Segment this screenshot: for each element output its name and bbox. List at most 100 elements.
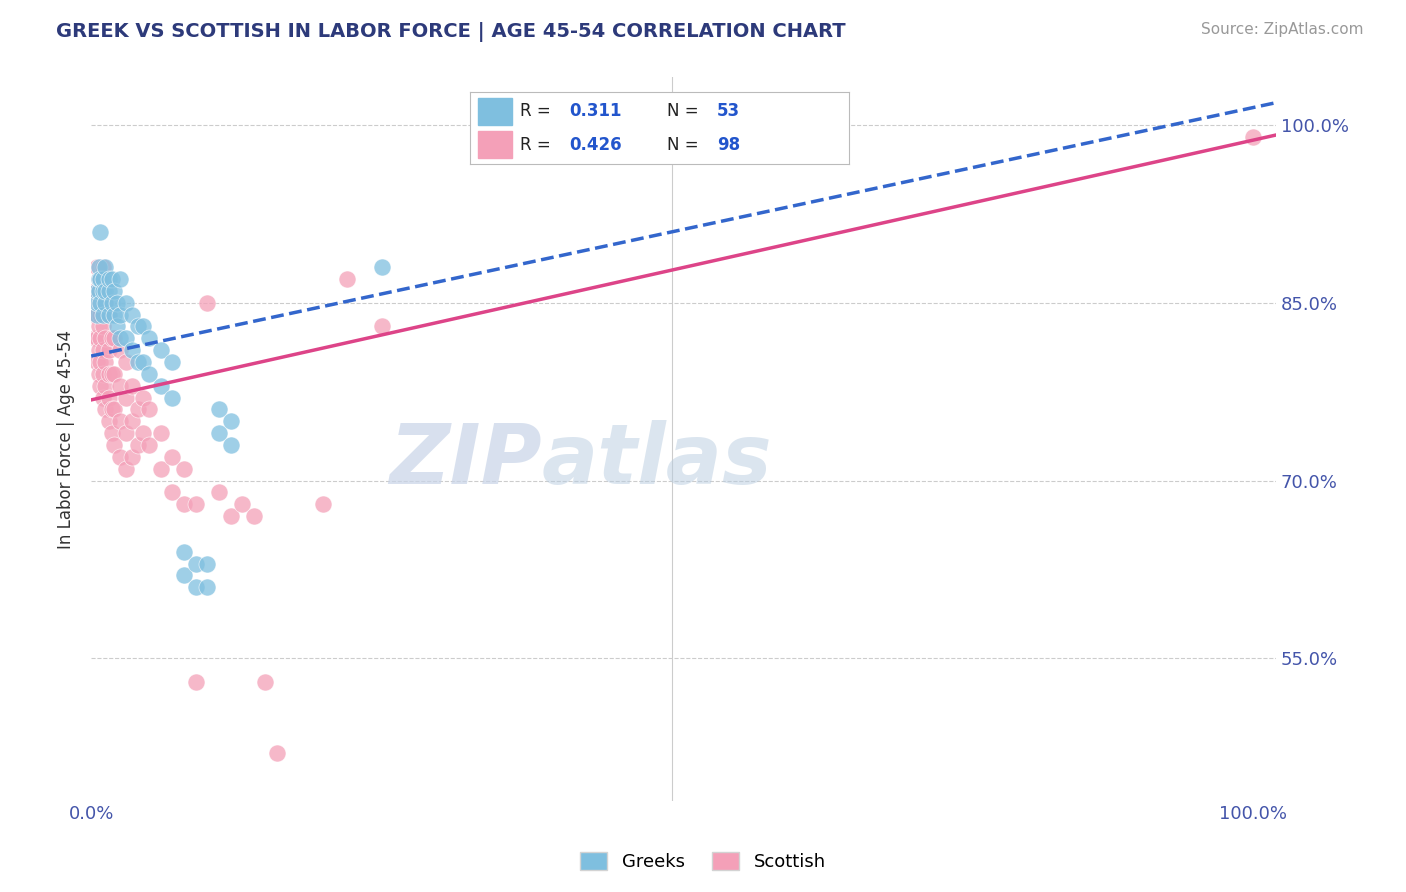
Point [127,402,149,417]
Point [83,331,105,345]
Point [97,284,120,298]
Point [242,509,264,524]
Point [127,438,149,452]
Point [89,272,111,286]
Point [219,509,242,524]
Point [94,284,117,298]
Point [94,331,117,345]
Point [101,331,124,345]
Legend: Greeks, Scottish: Greeks, Scottish [574,845,832,879]
Point [115,391,138,405]
Point [86,295,108,310]
Point [115,426,138,441]
Point [89,295,111,310]
Point [94,295,117,310]
Point [103,367,125,381]
Point [89,378,111,392]
Point [89,331,111,345]
Point [89,367,111,381]
Point [138,367,160,381]
Point [89,284,111,298]
Point [149,343,172,358]
Point [89,355,111,369]
Point [94,402,117,417]
Text: Source: ZipAtlas.com: Source: ZipAtlas.com [1201,22,1364,37]
Point [91,319,114,334]
Point [89,308,111,322]
Point [219,414,242,428]
Point [101,272,124,286]
Point [89,343,111,358]
Point [219,438,242,452]
Point [86,331,108,345]
Point [370,319,392,334]
Point [208,402,231,417]
Point [105,319,128,334]
Point [108,414,131,428]
Point [173,568,195,582]
Point [91,391,114,405]
Point [184,675,207,690]
Point [208,485,231,500]
Point [184,557,207,571]
Point [89,225,111,239]
Point [86,355,108,369]
Point [370,260,392,274]
Point [103,438,125,452]
Point [195,580,218,594]
Point [97,414,120,428]
Point [89,319,111,334]
Point [86,284,108,298]
Point [195,295,218,310]
Point [336,272,359,286]
Point [94,295,117,310]
Point [149,461,172,475]
Point [91,295,114,310]
Point [121,414,143,428]
Point [97,308,120,322]
Point [138,402,160,417]
Point [1241,129,1264,144]
Point [138,331,160,345]
Point [103,308,125,322]
Point [108,378,131,392]
Point [162,485,184,500]
Point [89,272,111,286]
Point [115,461,138,475]
Point [231,497,253,511]
Point [97,343,120,358]
Point [266,746,288,760]
Point [101,367,124,381]
Point [121,343,143,358]
Point [173,461,195,475]
Point [91,260,114,274]
Point [91,272,114,286]
Point [103,402,125,417]
Point [115,355,138,369]
Point [184,497,207,511]
Point [132,426,155,441]
Point [86,308,108,322]
Point [312,497,335,511]
Point [121,378,143,392]
Point [83,308,105,322]
Text: GREEK VS SCOTTISH IN LABOR FORCE | AGE 45-54 CORRELATION CHART: GREEK VS SCOTTISH IN LABOR FORCE | AGE 4… [56,22,846,42]
Point [89,272,111,286]
Point [86,308,108,322]
Point [101,295,124,310]
Point [86,284,108,298]
Point [97,367,120,381]
Point [89,272,111,286]
Point [94,355,117,369]
Point [108,450,131,464]
Point [94,378,117,392]
Point [184,580,207,594]
Point [121,308,143,322]
Point [108,343,131,358]
Point [91,367,114,381]
Point [149,426,172,441]
Point [97,391,120,405]
Point [91,284,114,298]
Point [115,295,138,310]
Point [162,355,184,369]
